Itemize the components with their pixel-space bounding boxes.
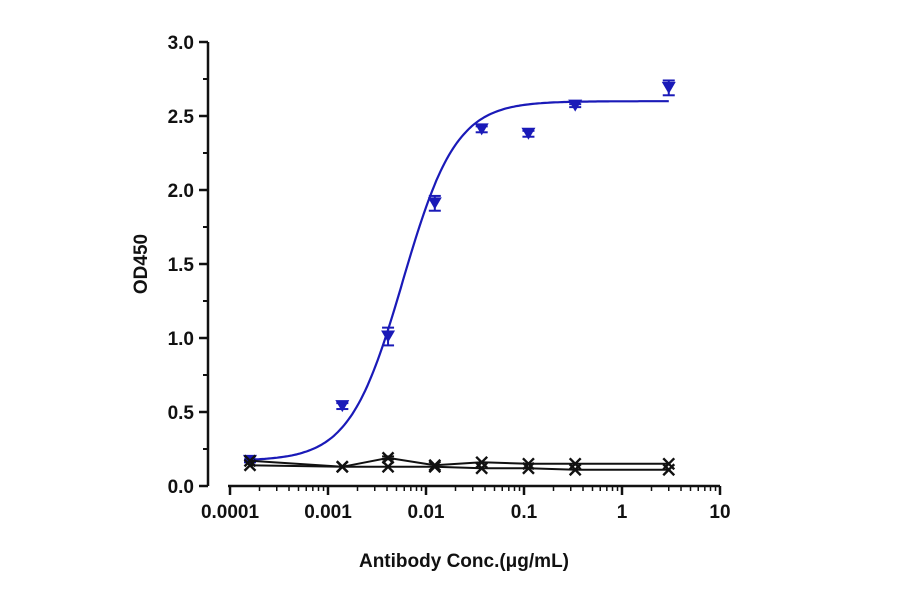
data-point (521, 127, 536, 140)
data-point (474, 123, 489, 136)
y-axis-title: OD450 (131, 234, 152, 294)
x-axis-title: Antibody Conc.(μg/mL) (359, 551, 569, 572)
data-point (335, 460, 349, 474)
y-tick-label: 1.0 (168, 329, 194, 350)
data-point-stroke (335, 460, 349, 474)
data-point-stroke (475, 461, 489, 475)
x-tick-label: 0.001 (304, 502, 352, 523)
y-tick-label: 2.5 (168, 107, 195, 128)
data-point (662, 463, 676, 477)
data-point-stroke (428, 460, 442, 474)
data-point (381, 460, 395, 474)
y-tick-label: 3.0 (168, 33, 194, 54)
data-point (568, 99, 583, 112)
series-line (249, 464, 669, 471)
y-tick-label: 0.5 (168, 403, 195, 424)
data-point-stroke (568, 463, 582, 477)
x-tick-label: 0.01 (408, 502, 445, 523)
data-point (428, 460, 442, 474)
data-point-stroke (243, 454, 257, 468)
fit-curve (249, 100, 669, 461)
data-point (661, 81, 676, 94)
data-point-stroke (243, 458, 257, 472)
data-point (335, 400, 350, 413)
x-tick-label: 0.1 (511, 502, 538, 523)
plot-area (243, 79, 676, 477)
axes (206, 42, 720, 488)
data-point (381, 330, 396, 343)
x-tick-label: 10 (709, 502, 730, 523)
data-point-stroke (381, 460, 395, 474)
data-point (243, 458, 257, 472)
data-point (522, 461, 535, 475)
y-tick-label: 0.0 (168, 477, 194, 498)
data-point-stroke (522, 461, 535, 475)
data-point (427, 197, 442, 210)
y-tick-label: 2.0 (168, 181, 194, 202)
y-tick-label: 1.5 (168, 255, 195, 276)
data-point (568, 463, 582, 477)
data-point-stroke (662, 463, 676, 477)
series-line (249, 456, 669, 468)
data-point (475, 461, 489, 475)
series-3 (243, 458, 676, 477)
ticks: 0.0 0.5 1.0 1.5 2.0 2.5 3.0 0.0001 0.001 0.01 0.1 1… (168, 33, 731, 523)
series-1 (243, 79, 676, 467)
x-tick-label: 1 (617, 502, 628, 523)
x-tick-label: 0.0001 (201, 502, 260, 523)
